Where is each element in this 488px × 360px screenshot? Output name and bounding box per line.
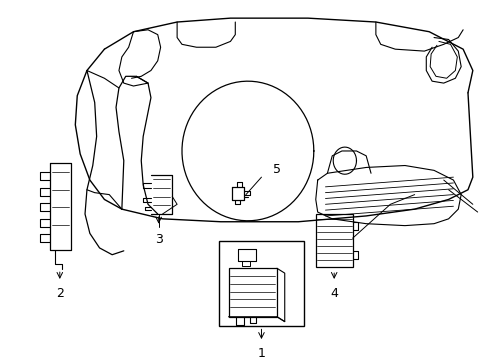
Bar — [315, 214, 352, 267]
Text: 4: 4 — [329, 287, 337, 300]
Bar — [218, 241, 304, 327]
Text: 2: 2 — [56, 287, 63, 300]
Bar — [228, 268, 276, 317]
Text: 5: 5 — [272, 163, 281, 176]
Text: 3: 3 — [154, 233, 163, 246]
Text: 1: 1 — [257, 347, 265, 360]
